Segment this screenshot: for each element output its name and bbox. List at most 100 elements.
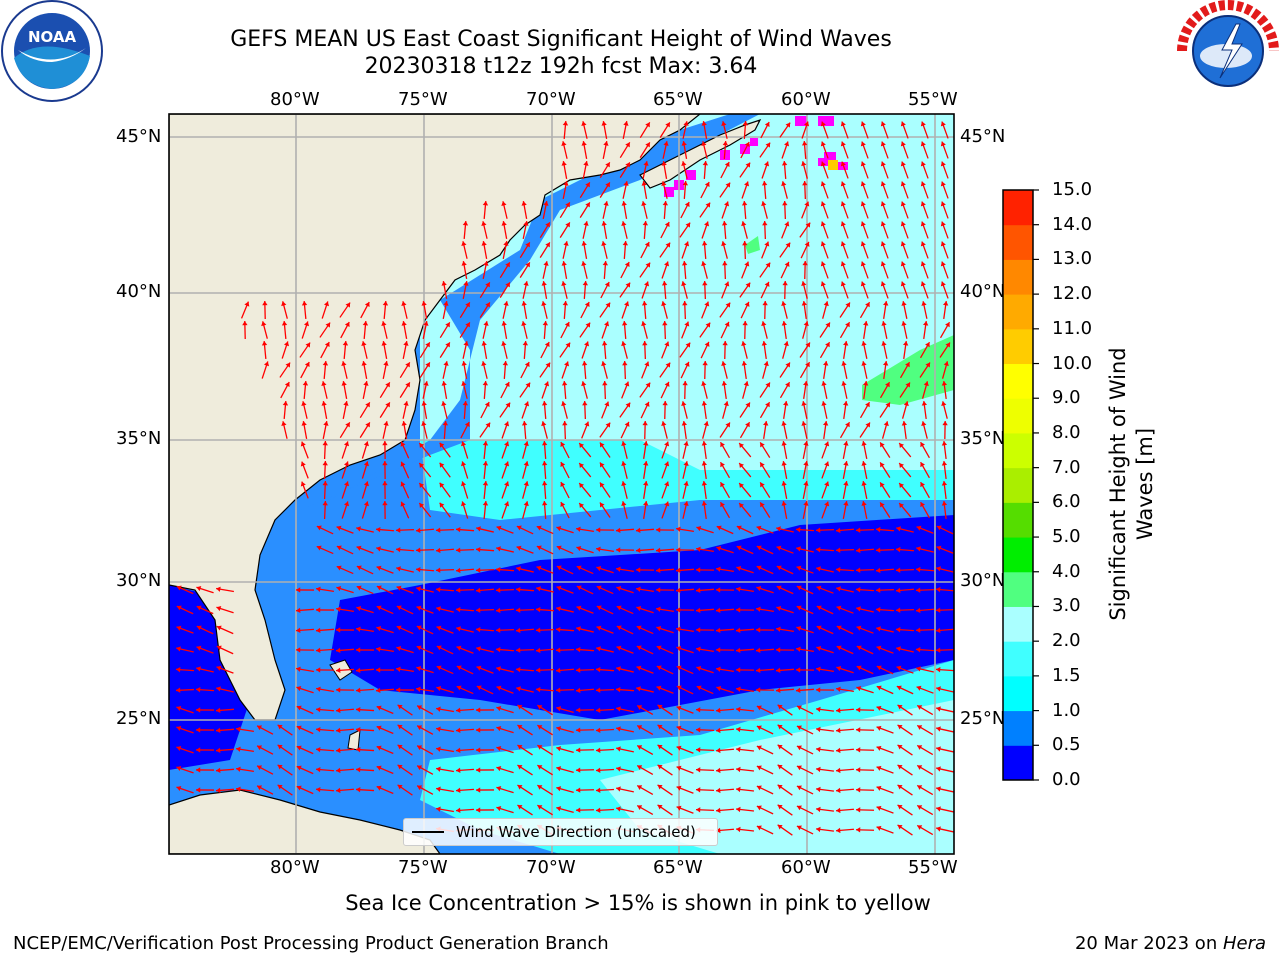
colorbar-segment — [1003, 328, 1033, 365]
wave-band-green-small — [745, 236, 760, 254]
wind-wave-arrow — [641, 281, 650, 299]
lon-label: 80°W — [270, 857, 320, 878]
wind-wave-arrow — [801, 161, 808, 179]
wind-wave-arrow — [700, 181, 710, 199]
wind-wave-arrow — [560, 321, 570, 339]
wind-wave-arrow — [823, 361, 829, 379]
wind-wave-arrow — [676, 725, 694, 734]
wind-wave-arrow — [195, 727, 215, 733]
wind-wave-arrow — [621, 381, 630, 399]
colorbar-tick-label: 1.5 — [1052, 664, 1081, 686]
wind-wave-arrow — [599, 502, 611, 518]
wind-wave-arrow — [662, 200, 669, 220]
wind-wave-arrow — [376, 565, 394, 574]
wind-wave-arrow — [336, 586, 354, 594]
wind-wave-arrow — [461, 261, 468, 279]
wind-wave-arrow — [636, 625, 654, 635]
wind-wave-arrow — [941, 500, 948, 520]
wind-wave-arrow — [176, 725, 194, 734]
wind-wave-arrow — [855, 787, 875, 793]
wind-wave-arrow — [480, 401, 490, 419]
wind-wave-arrow — [715, 707, 735, 714]
wind-wave-arrow — [175, 666, 195, 673]
wind-wave-arrow — [616, 566, 634, 573]
wind-wave-arrow — [397, 764, 413, 776]
wind-wave-arrow — [855, 827, 875, 833]
wind-wave-arrow — [621, 341, 628, 359]
wind-wave-arrow — [336, 606, 354, 612]
wind-wave-arrow — [716, 666, 734, 673]
wind-wave-arrow — [898, 442, 912, 458]
wind-wave-arrow — [661, 441, 670, 459]
wind-wave-arrow — [716, 525, 734, 535]
wind-wave-arrow — [897, 724, 913, 736]
wind-wave-arrow — [536, 545, 554, 555]
wind-wave-arrow — [876, 705, 894, 714]
wind-wave-arrow — [940, 121, 949, 139]
wind-wave-arrow — [556, 706, 574, 714]
wind-wave-arrow — [475, 747, 495, 753]
wind-wave-arrow — [441, 401, 448, 419]
wind-wave-arrow — [261, 340, 268, 360]
wind-wave-arrow — [382, 361, 389, 379]
wind-wave-arrow — [556, 565, 574, 575]
wind-wave-arrow — [499, 282, 511, 298]
wind-wave-arrow — [522, 221, 529, 239]
wind-wave-arrow — [795, 667, 815, 673]
wind-wave-arrow — [696, 546, 714, 553]
wind-wave-arrow — [519, 382, 531, 398]
wind-wave-arrow — [322, 360, 329, 380]
wind-wave-arrow — [296, 745, 314, 755]
wind-wave-arrow — [916, 764, 934, 776]
wind-wave-arrow — [680, 361, 690, 379]
colorbar-tick-label: 12.0 — [1052, 283, 1093, 305]
wind-wave-arrow — [676, 665, 694, 675]
wind-wave-arrow — [916, 685, 934, 694]
wind-wave-arrow — [522, 441, 529, 459]
wind-wave-arrow — [579, 182, 591, 198]
wind-wave-arrow — [495, 646, 515, 653]
wind-wave-arrow — [859, 301, 871, 319]
wind-wave-arrow — [521, 420, 528, 440]
wind-wave-arrow — [777, 784, 793, 796]
wind-wave-arrow — [657, 764, 673, 776]
wind-wave-arrow — [659, 242, 671, 258]
wind-wave-arrow — [936, 806, 954, 813]
wind-wave-arrow — [495, 627, 515, 633]
wind-wave-arrow — [936, 706, 954, 713]
wind-wave-arrow — [517, 764, 533, 776]
colorbar-tick-label: 11.0 — [1052, 317, 1093, 339]
wind-wave-arrow — [215, 787, 235, 794]
wind-wave-arrow — [416, 705, 434, 715]
wind-wave-arrow — [840, 261, 849, 279]
wind-wave-arrow — [520, 361, 530, 379]
wind-wave-arrow — [301, 300, 308, 320]
wind-wave-arrow — [341, 481, 350, 499]
wind-wave-arrow — [578, 482, 592, 498]
wind-wave-arrow — [796, 765, 814, 775]
wind-wave-arrow — [820, 221, 829, 239]
wind-wave-arrow — [322, 480, 328, 500]
wind-wave-arrow — [800, 241, 810, 259]
wind-wave-arrow — [876, 645, 894, 654]
wind-wave-arrow — [595, 666, 615, 673]
wind-wave-arrow — [537, 724, 553, 736]
wind-wave-arrow — [682, 121, 689, 139]
footer-machine: Hera — [1222, 933, 1266, 954]
colorbar-segment — [1003, 432, 1033, 469]
wind-wave-arrow — [876, 765, 894, 774]
wind-wave-arrow — [736, 586, 754, 593]
wind-wave-arrow — [400, 501, 410, 519]
wind-wave-arrow — [661, 501, 670, 519]
wind-wave-arrow — [537, 704, 553, 716]
lat-label: 40°N — [116, 281, 162, 302]
wind-wave-arrow — [355, 707, 375, 713]
wind-wave-arrow — [535, 606, 555, 613]
wind-wave-arrow — [855, 547, 875, 554]
wind-wave-arrow — [681, 161, 688, 179]
wind-wave-arrow — [735, 607, 755, 613]
wind-wave-arrow — [436, 786, 454, 793]
wind-wave-arrow — [739, 421, 751, 439]
wind-wave-arrow — [715, 627, 735, 634]
wind-wave-arrow — [475, 787, 495, 793]
